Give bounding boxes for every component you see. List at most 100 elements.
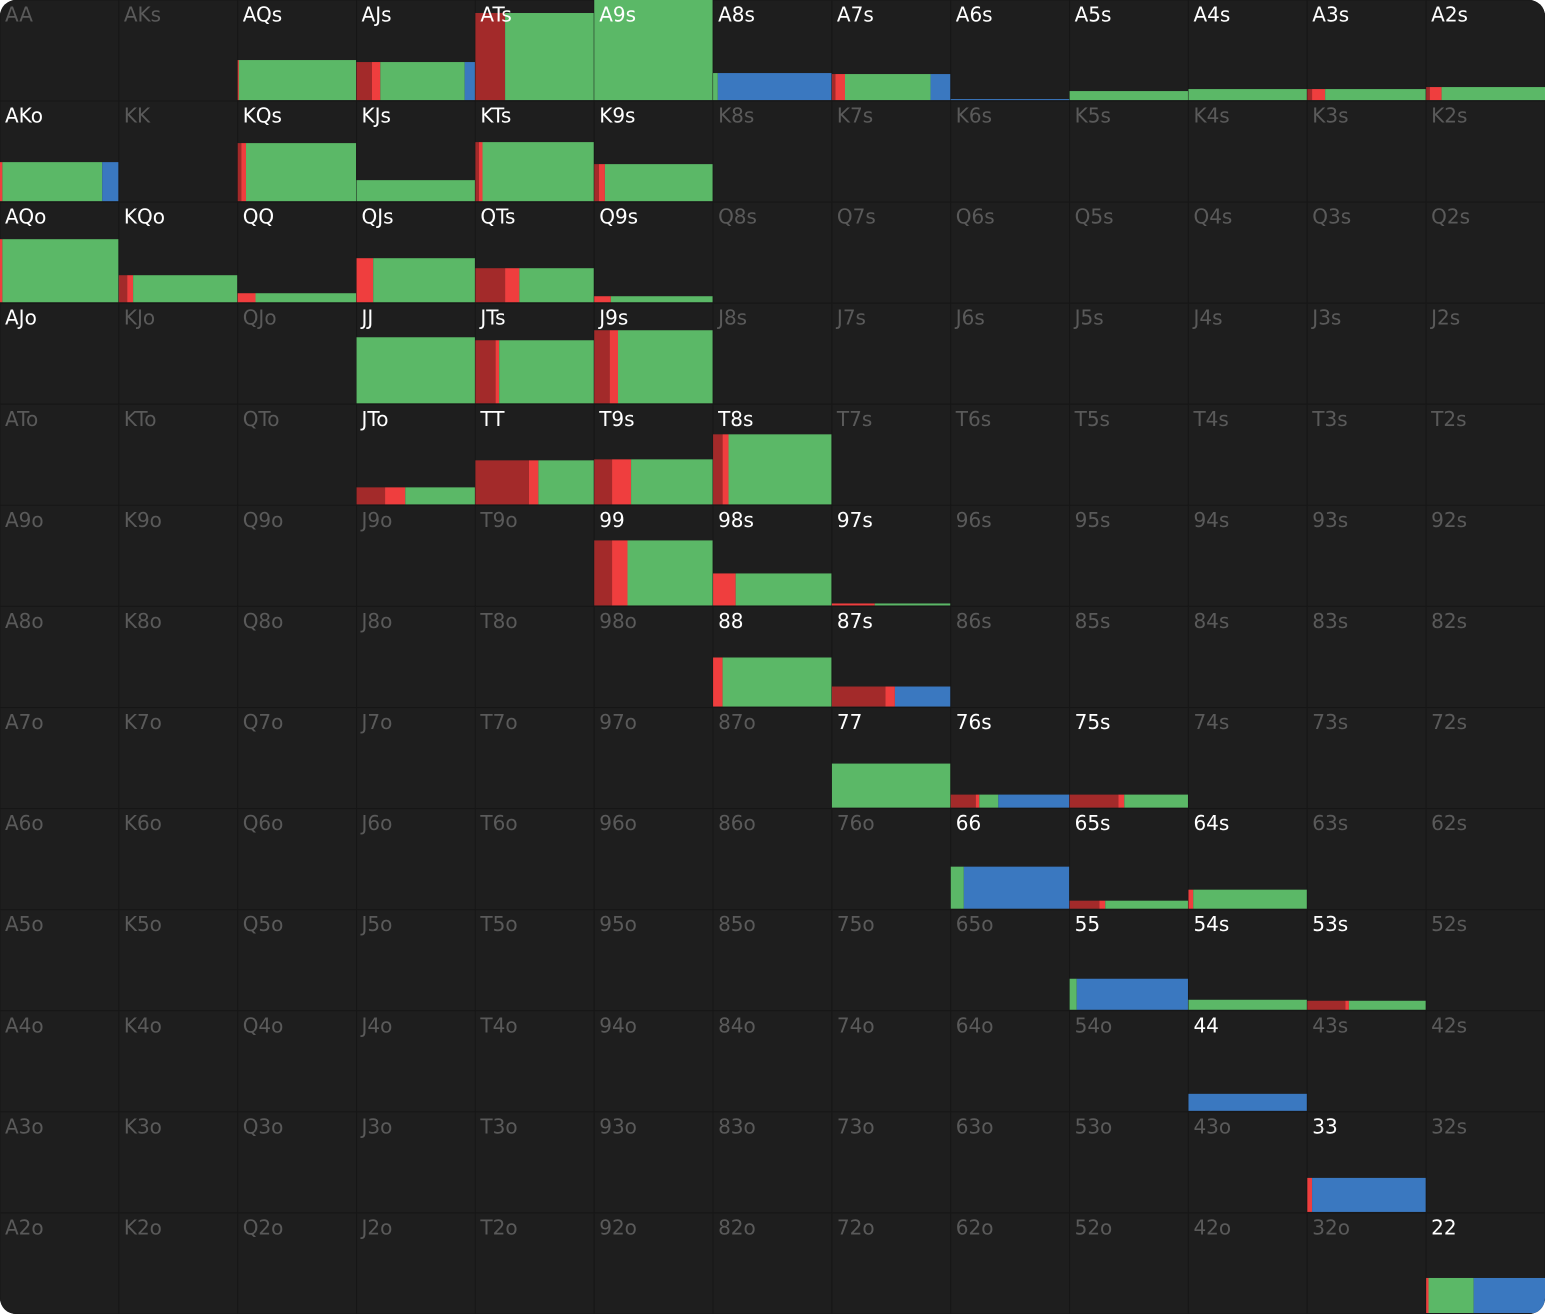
hand-cell[interactable] <box>474 1010 595 1113</box>
hand-cell[interactable] <box>1306 707 1427 810</box>
hand-cell[interactable] <box>0 605 120 709</box>
hand-cell[interactable] <box>1306 1212 1427 1314</box>
hand-cell[interactable] <box>237 808 358 911</box>
hand-cell[interactable] <box>1425 1010 1545 1113</box>
hand-cell[interactable] <box>712 100 833 203</box>
hand-cell[interactable] <box>0 504 120 607</box>
hand-cell[interactable] <box>831 403 952 506</box>
hand-cell[interactable] <box>1306 605 1427 709</box>
hand-cell[interactable] <box>1306 403 1427 506</box>
hand-cell[interactable] <box>0 0 120 102</box>
hand-cell[interactable] <box>0 1010 120 1113</box>
hand-cell[interactable] <box>118 1111 239 1214</box>
hand-cell[interactable] <box>1187 100 1308 203</box>
hand-cell[interactable] <box>356 1111 476 1214</box>
hand-cell[interactable] <box>1187 605 1308 709</box>
hand-cell[interactable] <box>712 302 833 405</box>
hand-cell[interactable] <box>1069 808 1189 911</box>
hand-cell[interactable] <box>356 1212 476 1314</box>
hand-cell[interactable] <box>1306 100 1427 203</box>
hand-cell[interactable] <box>118 1010 239 1113</box>
hand-cell[interactable] <box>1069 707 1189 810</box>
hand-cell[interactable] <box>950 100 1071 203</box>
hand-cell[interactable] <box>1425 100 1545 203</box>
hand-cell[interactable] <box>950 1111 1071 1214</box>
hand-cell[interactable] <box>237 707 358 810</box>
hand-cell[interactable] <box>237 1212 358 1314</box>
hand-cell[interactable] <box>1069 504 1189 607</box>
hand-cell[interactable] <box>1306 808 1427 911</box>
hand-cell[interactable] <box>950 605 1071 709</box>
hand-cell[interactable] <box>1069 0 1189 102</box>
hand-cell[interactable] <box>831 1212 952 1314</box>
hand-cell[interactable] <box>237 302 358 405</box>
hand-cell[interactable] <box>712 1212 833 1314</box>
hand-cell[interactable] <box>0 707 120 810</box>
hand-cell[interactable] <box>593 1212 714 1314</box>
hand-cell[interactable] <box>1069 100 1189 203</box>
hand-cell[interactable] <box>118 302 239 405</box>
hand-cell[interactable] <box>356 1010 476 1113</box>
hand-cell[interactable] <box>474 1212 595 1314</box>
hand-cell[interactable] <box>118 605 239 709</box>
hand-cell[interactable] <box>1187 707 1308 810</box>
hand-cell[interactable] <box>356 605 476 709</box>
hand-cell[interactable] <box>356 707 476 810</box>
hand-cell[interactable] <box>1069 201 1189 304</box>
hand-cell[interactable] <box>831 201 952 304</box>
hand-cell[interactable] <box>1187 504 1308 607</box>
hand-cell[interactable] <box>1425 201 1545 304</box>
hand-cell[interactable] <box>0 1111 120 1214</box>
hand-cell[interactable] <box>0 1212 120 1314</box>
hand-cell[interactable] <box>237 403 358 506</box>
hand-cell[interactable] <box>712 707 833 810</box>
hand-cell[interactable] <box>712 1111 833 1214</box>
hand-cell[interactable] <box>831 1010 952 1113</box>
hand-cell[interactable] <box>1187 1212 1308 1314</box>
hand-cell[interactable] <box>712 808 833 911</box>
hand-cell[interactable] <box>831 808 952 911</box>
hand-cell[interactable] <box>950 1212 1071 1314</box>
hand-cell[interactable] <box>1425 1111 1545 1214</box>
hand-cell[interactable] <box>118 403 239 506</box>
hand-cell[interactable] <box>118 909 239 1012</box>
hand-cell[interactable] <box>1187 909 1308 1012</box>
hand-cell[interactable] <box>1306 909 1427 1012</box>
hand-cell[interactable] <box>1069 1010 1189 1113</box>
hand-cell[interactable] <box>593 909 714 1012</box>
hand-cell[interactable] <box>712 909 833 1012</box>
hand-cell[interactable] <box>356 808 476 911</box>
hand-cell[interactable] <box>356 504 476 607</box>
hand-cell[interactable] <box>712 1010 833 1113</box>
hand-cell[interactable] <box>474 1111 595 1214</box>
hand-cell[interactable] <box>474 707 595 810</box>
hand-cell[interactable] <box>831 1111 952 1214</box>
hand-cell[interactable] <box>1425 302 1545 405</box>
hand-cell[interactable] <box>950 707 1071 810</box>
hand-cell[interactable] <box>1187 0 1308 102</box>
hand-cell[interactable] <box>950 302 1071 405</box>
hand-cell[interactable] <box>1425 605 1545 709</box>
hand-cell[interactable] <box>593 1111 714 1214</box>
hand-cell[interactable] <box>474 504 595 607</box>
hand-cell[interactable] <box>237 1111 358 1214</box>
hand-cell[interactable] <box>593 707 714 810</box>
hand-cell[interactable] <box>950 201 1071 304</box>
hand-cell[interactable] <box>1069 403 1189 506</box>
hand-cell[interactable] <box>237 1010 358 1113</box>
hand-cell[interactable] <box>118 504 239 607</box>
hand-cell[interactable] <box>1425 504 1545 607</box>
hand-cell[interactable] <box>831 302 952 405</box>
hand-cell[interactable] <box>1425 808 1545 911</box>
hand-cell[interactable] <box>1425 909 1545 1012</box>
hand-cell[interactable] <box>712 201 833 304</box>
hand-cell[interactable] <box>1187 302 1308 405</box>
hand-cell[interactable] <box>950 0 1071 102</box>
hand-cell[interactable] <box>237 504 358 607</box>
hand-cell[interactable] <box>0 302 120 405</box>
hand-cell[interactable] <box>474 909 595 1012</box>
hand-cell[interactable] <box>1425 403 1545 506</box>
hand-cell[interactable] <box>1187 1111 1308 1214</box>
hand-cell[interactable] <box>593 808 714 911</box>
hand-cell[interactable] <box>237 909 358 1012</box>
